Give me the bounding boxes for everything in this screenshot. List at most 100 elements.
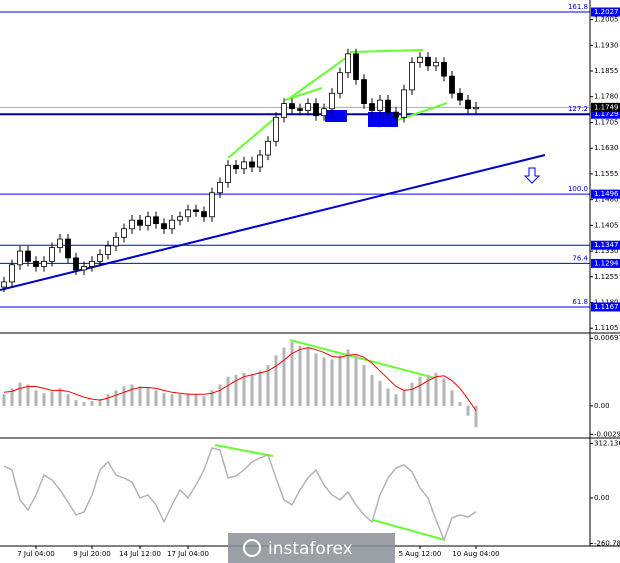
divergence-line (372, 519, 446, 541)
candle-body (409, 62, 415, 91)
y-tick-label: 1.1930 (594, 41, 619, 49)
y-tick-label: -260.7820 (594, 540, 620, 548)
divergence-line (289, 339, 436, 379)
level-label: 1.2027 (594, 8, 619, 16)
osma-bar (42, 393, 46, 406)
osma-bar (394, 394, 398, 406)
osma-bar (474, 405, 478, 428)
candle-body (193, 209, 199, 213)
candle-body (129, 219, 135, 230)
osma-bar (218, 384, 222, 406)
osma-bar (82, 402, 86, 406)
osma-bar (26, 384, 30, 406)
osma-bar (338, 355, 342, 406)
candle-body (113, 236, 119, 247)
candle-body (81, 266, 87, 271)
osma-bar (314, 353, 318, 406)
candle-body (353, 53, 359, 80)
osma-bar (450, 390, 454, 406)
candle-body (465, 99, 471, 110)
candle-body (305, 103, 311, 111)
osma-bar (418, 376, 422, 406)
y-tick-label: 0.00 (594, 494, 610, 502)
price-box (591, 258, 620, 268)
osma-bar (18, 382, 22, 406)
candle-body (257, 154, 263, 168)
price-box (591, 109, 620, 119)
candle-body (185, 209, 191, 218)
candle-body (41, 260, 47, 267)
candle-body (153, 216, 159, 225)
candle-body (289, 103, 295, 110)
candle-body (425, 56, 431, 67)
candle-body (217, 182, 223, 194)
osma-bar (410, 382, 414, 406)
candle-body (441, 62, 447, 77)
osma-bar (330, 359, 334, 406)
price-box (591, 7, 620, 17)
osma-bar (178, 394, 182, 406)
candle-body (209, 192, 215, 218)
candle-body (377, 99, 383, 111)
watermark: instaforex (268, 539, 353, 559)
candle-body (313, 103, 319, 116)
price-box (591, 102, 620, 112)
osma-bar (402, 390, 406, 406)
level-label: 1.1496 (594, 190, 619, 198)
candle-body (89, 260, 95, 267)
osma-bar (274, 355, 278, 406)
osma-bar (74, 400, 78, 406)
osma-bar (194, 394, 198, 406)
osma-bar (250, 373, 254, 406)
candle-body (17, 250, 23, 266)
y-tick-label: 312.1363 (594, 439, 620, 447)
y-tick-label: 1.1630 (594, 144, 619, 152)
divergence-line (289, 54, 351, 99)
osma-bar (170, 394, 174, 406)
candle-body (57, 238, 63, 249)
osma-bar (202, 396, 206, 406)
fib-label: 61.8 (572, 298, 588, 306)
osma-bar (10, 388, 14, 406)
level-label: 1.1294 (594, 259, 619, 267)
osma-bar (130, 384, 134, 406)
x-tick-label: 7 Jul 04:00 (17, 550, 55, 558)
cci-line (3, 447, 477, 543)
level-label: 1.1347 (594, 241, 619, 249)
x-tick-label: 9 Jul 20:00 (73, 550, 111, 558)
candle-body (49, 247, 55, 262)
candle-body (329, 92, 335, 110)
candle-body (401, 89, 407, 118)
osma-bar (66, 394, 70, 406)
candle-body (25, 250, 31, 262)
osma-bar (186, 393, 190, 406)
x-tick-label: 17 Jul 04:00 (167, 550, 209, 558)
osma-bar (138, 386, 142, 406)
candle-body (33, 260, 39, 267)
y-tick-label: 1.1780 (594, 93, 619, 101)
candle-body (169, 219, 175, 230)
osma-bar (2, 394, 6, 406)
divergence-line (349, 49, 424, 53)
y-tick-label: 1.1705 (594, 118, 619, 126)
candle-body (265, 140, 271, 156)
osma-bar (354, 355, 358, 406)
osma-bar (98, 399, 102, 406)
osma-bar (298, 345, 302, 406)
osma-bar (226, 376, 230, 406)
last-price-label: 1.1749 (594, 103, 619, 111)
osma-bar (426, 374, 430, 406)
candle-body (241, 161, 247, 170)
annotations (0, 49, 546, 541)
candle-body (145, 216, 151, 226)
signal-line (3, 347, 477, 412)
candle-body (233, 164, 239, 170)
osma-bar (290, 341, 294, 406)
fib-label: 161.8 (568, 3, 588, 11)
y-tick-label: 1.1105 (594, 324, 619, 332)
y-tick-label: -0.00292 (594, 430, 620, 438)
fib-label: 100.0 (568, 185, 588, 193)
candle-body (1, 281, 7, 288)
price-box (591, 189, 620, 199)
